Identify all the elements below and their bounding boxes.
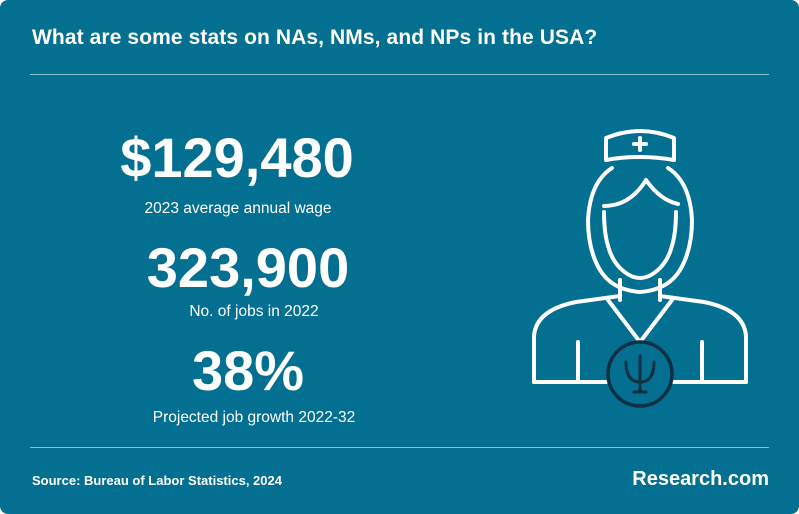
page-title: What are some stats on NAs, NMs, and NPs… [32,26,598,49]
stat-jobs-value: 323,900 [146,236,350,299]
stat-wage-label: 2023 average annual wage [144,200,332,217]
stat-growth-label: Projected job growth 2022-32 [152,409,356,426]
source-citation: Source: Bureau of Labor Statistics, 2024 [32,473,282,488]
nurse-icon [532,129,748,408]
stat-growth-value: 38% [191,339,305,402]
top-divider [30,74,769,75]
bottom-divider [30,447,769,448]
stat-jobs-label: No. of jobs in 2022 [189,303,319,320]
stat-wage-value: $129,480 [120,126,354,189]
brand-logo: Research.com [632,468,769,490]
psi-icon [624,354,656,394]
